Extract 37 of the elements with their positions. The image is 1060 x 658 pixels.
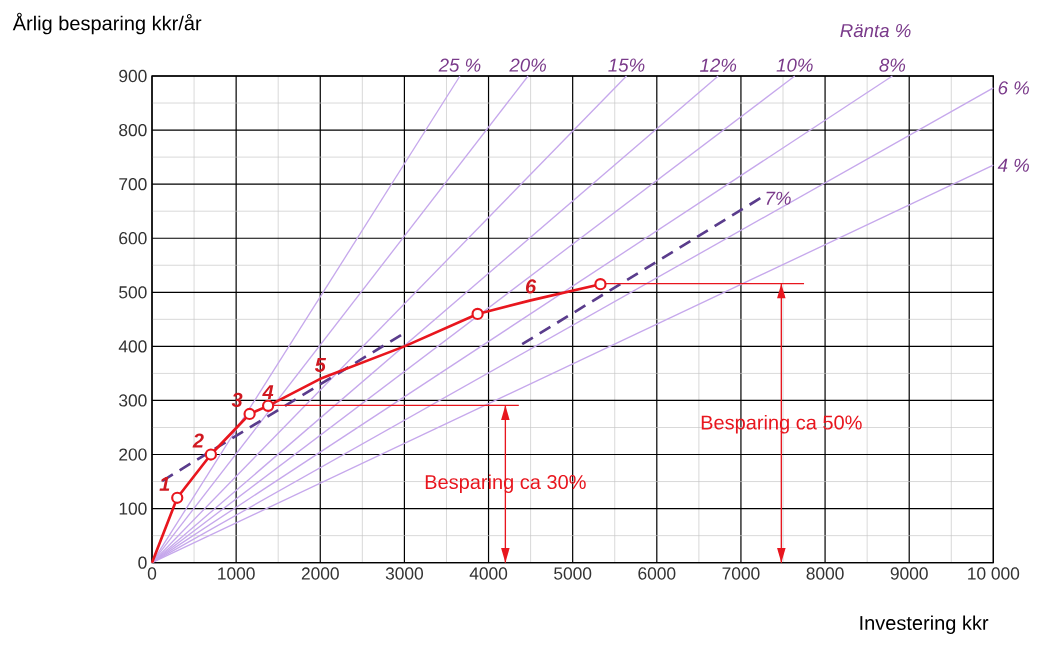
x-tick-label: 1000 [218, 567, 255, 580]
x-tick-label: 10 000 [968, 567, 1020, 580]
annotation: 4 [262, 385, 274, 399]
series-label: 4 % [997, 158, 1029, 172]
y-tick-label: 0 [138, 556, 147, 569]
x-axis-title: Investering kkr [860, 615, 989, 635]
annotation: 2 [192, 433, 204, 448]
y-tick-label: 400 [118, 340, 147, 353]
series-label: 8% [879, 58, 906, 72]
x-tick-label: 0 [147, 567, 157, 580]
x-tick-label: 9000 [890, 567, 928, 580]
x-tick-label: 3000 [385, 567, 424, 580]
y-tick-label: 200 [119, 448, 147, 461]
series-label: 25 % [438, 58, 481, 72]
annotation: 6 [525, 279, 537, 294]
y-tick-label: 700 [119, 178, 147, 191]
y-tick-label: 100 [119, 502, 147, 515]
annotation: 1 [159, 477, 170, 491]
text: Ränta % [840, 24, 911, 38]
series-label: 20% [509, 58, 546, 72]
x-tick-label: 5000 [554, 567, 592, 580]
y-tick-label: 500 [119, 286, 147, 299]
x-tick-label: 2000 [301, 567, 339, 580]
y-axis-title: Årlig besparing kkr/år [12, 12, 202, 35]
x-tick-label: 7000 [722, 567, 760, 580]
series-label: 10% [776, 58, 813, 72]
y-tick-label: 900 [119, 69, 147, 83]
series-label: 15% [608, 58, 645, 72]
y-tick-label: 300 [119, 394, 147, 407]
x-tick-label: 6000 [638, 567, 676, 580]
series-label: 6 % [998, 81, 1029, 95]
y-tick-label: 800 [119, 123, 147, 137]
x-tick-label: 4000 [469, 567, 508, 580]
series-label: 12% [700, 58, 737, 72]
x-tick-label: 8000 [806, 567, 844, 580]
series-label: 7% [766, 191, 791, 205]
y-tick-label: 600 [119, 232, 147, 245]
